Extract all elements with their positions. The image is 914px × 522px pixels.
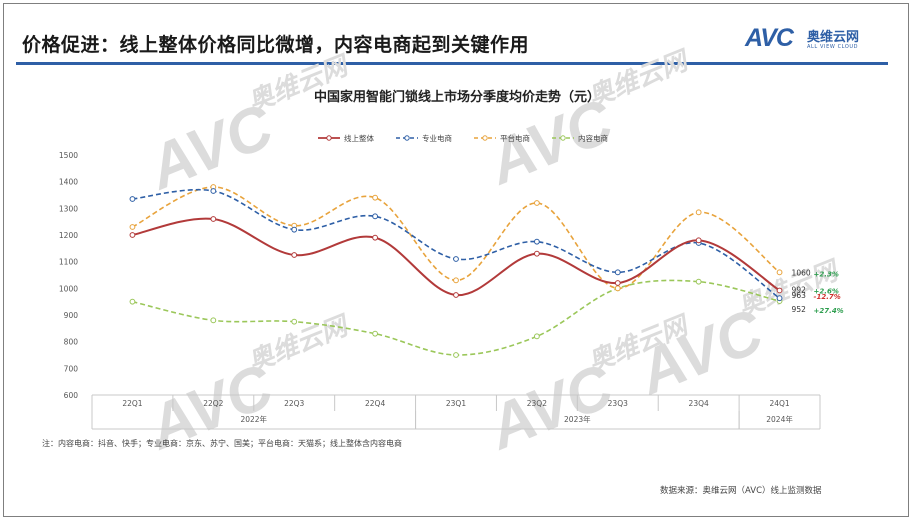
data-point — [291, 252, 298, 258]
data-point — [453, 277, 459, 284]
end-labels: 992 +2.6% 963 -12.7% 1060 +2.3% 952 +27.4% — [792, 268, 844, 315]
year-group-label: 2023年 — [564, 414, 591, 424]
x-axis: 22Q1 22Q2 22Q3 22Q4 23Q1 23Q2 23Q3 23Q4 24Q1 2022… — [91, 394, 821, 430]
data-point — [776, 269, 783, 276]
y-tick-label: 800 — [64, 338, 79, 347]
data-point — [533, 333, 540, 340]
footnote: 注：内容电商：抖音、快手；专业电商：京东、苏宁、国美；平台电商：天猫系；线上整体… — [42, 439, 402, 448]
watermark-cn-1: 奥维云网 — [583, 44, 694, 112]
yoy-change-label: -12.7% — [814, 293, 841, 301]
logo-english-name: ALL VIEW CLOUD — [807, 44, 859, 50]
end-value-label: 992 — [792, 285, 807, 294]
avc-logo: AVC 奥维云网 ALL VIEW CLOUD — [745, 24, 885, 58]
data-point — [129, 224, 136, 230]
data-point — [614, 280, 621, 286]
data-point — [695, 237, 702, 244]
yoy-change-label: +2.3% — [814, 270, 839, 278]
x-tick-label: 24Q1 — [769, 399, 789, 408]
watermark-cn-2: 奥维云网 — [243, 309, 354, 377]
x-tick-label: 22Q2 — [203, 399, 223, 408]
year-group-label: 2024年 — [766, 414, 793, 424]
x-tick-label: 23Q1 — [446, 399, 466, 408]
data-point — [533, 200, 540, 206]
watermark-cn-0: 奥维云网 — [243, 49, 354, 117]
legend-marker — [560, 135, 566, 141]
page-title: 价格促进：线上整体价格同比微增，内容电商起到关键作用 — [22, 34, 530, 56]
data-point — [614, 269, 621, 276]
data-point — [372, 213, 379, 220]
y-tick-label: 600 — [64, 391, 79, 400]
legend-marker — [326, 135, 332, 141]
data-point — [372, 330, 379, 337]
series-line-平台电商 — [132, 186, 781, 290]
x-tick-label: 22Q3 — [284, 399, 304, 408]
data-point — [453, 292, 459, 298]
y-tick-label: 900 — [64, 311, 79, 320]
data-point — [776, 295, 783, 302]
y-axis: 600 700 800 900 1000 1100 1200 1300 1400 1500 — [59, 151, 78, 400]
legend-label: 平台电商 — [500, 133, 530, 143]
y-tick-label: 700 — [64, 364, 79, 373]
y-tick-label: 1300 — [59, 204, 78, 213]
x-tick-label: 23Q4 — [689, 399, 709, 408]
data-point — [291, 318, 298, 325]
header-divider — [16, 62, 888, 65]
y-tick-label: 1500 — [59, 151, 78, 160]
x-tick-label: 22Q1 — [122, 399, 142, 408]
logo-chinese-name: 奥维云网 — [807, 30, 860, 45]
year-group-label: 2022年 — [240, 414, 267, 424]
y-tick-label: 1000 — [59, 284, 78, 293]
end-value-label: 1060 — [792, 268, 811, 277]
data-point — [453, 256, 459, 262]
data-point — [129, 232, 136, 238]
data-source: 数据来源：奥维云网（AVC）线上监测数据 — [660, 486, 822, 496]
data-point — [210, 317, 217, 324]
x-tick-label: 22Q4 — [365, 399, 385, 408]
data-point — [533, 238, 540, 245]
data-point — [210, 188, 217, 194]
legend-marker — [482, 135, 488, 141]
x-tick-label: 23Q3 — [608, 399, 628, 408]
data-point — [776, 287, 783, 294]
data-point — [372, 194, 379, 201]
data-point — [695, 209, 702, 216]
data-point — [614, 285, 621, 292]
data-point — [372, 234, 379, 241]
chart-title: 中国家用智能门锁线上市场分季度均价走势（元） — [313, 90, 600, 105]
data-point — [129, 196, 136, 202]
data-point — [533, 250, 540, 257]
legend-marker — [404, 135, 410, 141]
logo-wordmark: AVC — [745, 24, 794, 52]
data-point — [695, 278, 702, 285]
series-layer — [129, 184, 783, 358]
end-value-label: 963 — [792, 291, 807, 300]
data-point — [453, 352, 459, 358]
chart-legend: 线上整体 专业电商 平台电商 内容电商 — [318, 133, 608, 143]
y-tick-label: 1100 — [59, 258, 78, 267]
yoy-change-label: +27.4% — [814, 307, 844, 315]
data-point — [210, 216, 217, 222]
x-tick-label: 23Q2 — [527, 399, 547, 408]
data-point — [291, 226, 298, 233]
y-tick-label: 1400 — [59, 178, 78, 187]
data-point — [129, 298, 136, 305]
legend-label: 内容电商 — [578, 133, 608, 143]
yoy-change-label: +2.6% — [814, 287, 839, 295]
end-value-label: 952 — [792, 305, 807, 314]
legend-label: 线上整体 — [344, 133, 374, 143]
legend-label: 专业电商 — [422, 133, 452, 143]
y-tick-label: 1200 — [59, 231, 78, 240]
